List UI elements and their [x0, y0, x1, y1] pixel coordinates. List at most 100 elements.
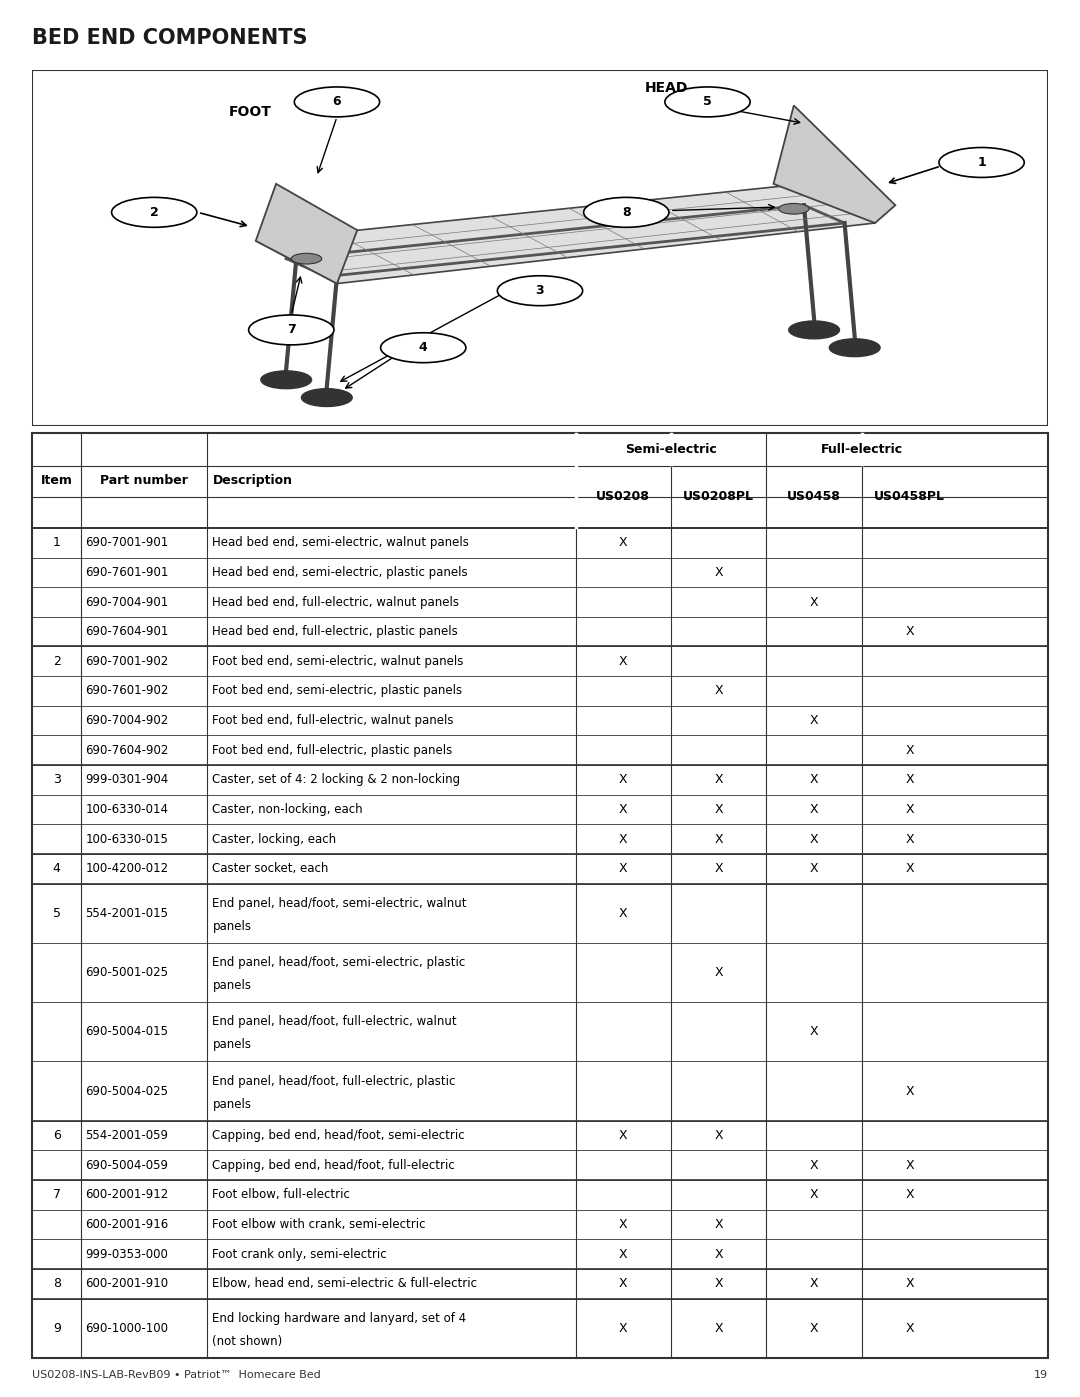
Text: 100-6330-014: 100-6330-014	[85, 803, 168, 816]
Text: Foot elbow with crank, semi-electric: Foot elbow with crank, semi-electric	[213, 1218, 426, 1231]
Circle shape	[295, 87, 379, 117]
Text: Semi-electric: Semi-electric	[625, 443, 717, 455]
Text: Caster socket, each: Caster socket, each	[213, 862, 328, 876]
Text: X: X	[714, 803, 723, 816]
Text: X: X	[905, 833, 914, 845]
Text: End panel, head/foot, full-electric, plastic: End panel, head/foot, full-electric, pla…	[213, 1074, 456, 1087]
Text: X: X	[905, 626, 914, 638]
Circle shape	[779, 204, 809, 214]
Text: 600-2001-912: 600-2001-912	[85, 1189, 168, 1201]
Text: 8: 8	[622, 205, 631, 219]
Text: 600-2001-910: 600-2001-910	[85, 1277, 168, 1291]
Text: 6: 6	[333, 95, 341, 109]
Circle shape	[261, 370, 311, 388]
Text: X: X	[714, 1277, 723, 1291]
Text: X: X	[619, 1218, 627, 1231]
Text: X: X	[619, 536, 627, 549]
Text: 690-7001-902: 690-7001-902	[85, 655, 168, 668]
Text: US0208PL: US0208PL	[684, 490, 754, 503]
Text: panels: panels	[213, 919, 252, 933]
Text: X: X	[714, 1218, 723, 1231]
Text: 4: 4	[53, 862, 60, 876]
Text: 690-5004-059: 690-5004-059	[85, 1158, 168, 1172]
Text: Caster, set of 4: 2 locking & 2 non-locking: Caster, set of 4: 2 locking & 2 non-lock…	[213, 774, 460, 787]
Text: 690-7604-901: 690-7604-901	[85, 626, 168, 638]
Text: 690-5004-025: 690-5004-025	[85, 1084, 168, 1098]
Text: X: X	[619, 655, 627, 668]
Text: X: X	[810, 862, 819, 876]
Text: X: X	[905, 803, 914, 816]
Circle shape	[665, 87, 751, 117]
Circle shape	[111, 197, 197, 228]
Text: 1: 1	[53, 536, 60, 549]
Circle shape	[292, 253, 322, 264]
Text: 690-5004-015: 690-5004-015	[85, 1025, 168, 1038]
Text: US0458PL: US0458PL	[874, 490, 945, 503]
Text: 19: 19	[1034, 1370, 1048, 1380]
Text: X: X	[619, 1322, 627, 1334]
Circle shape	[788, 321, 839, 339]
Text: X: X	[714, 1248, 723, 1260]
Text: X: X	[810, 1189, 819, 1201]
Text: Foot bed end, full-electric, walnut panels: Foot bed end, full-electric, walnut pane…	[213, 714, 454, 726]
Text: X: X	[619, 803, 627, 816]
Text: X: X	[619, 1248, 627, 1260]
Text: US0208-INS-LAB-RevB09 • Patriot™  Homecare Bed: US0208-INS-LAB-RevB09 • Patriot™ Homecar…	[32, 1370, 321, 1380]
Text: X: X	[619, 907, 627, 919]
Text: 2: 2	[150, 205, 159, 219]
Text: Caster, non-locking, each: Caster, non-locking, each	[213, 803, 363, 816]
Text: Foot crank only, semi-electric: Foot crank only, semi-electric	[213, 1248, 387, 1260]
Text: Head bed end, full-electric, walnut panels: Head bed end, full-electric, walnut pane…	[213, 595, 459, 609]
Text: 690-7601-902: 690-7601-902	[85, 685, 168, 697]
Text: X: X	[810, 803, 819, 816]
Text: 690-7601-901: 690-7601-901	[85, 566, 168, 578]
Text: X: X	[905, 1158, 914, 1172]
Text: 7: 7	[53, 1189, 60, 1201]
Text: X: X	[810, 774, 819, 787]
Text: Foot elbow, full-electric: Foot elbow, full-electric	[213, 1189, 350, 1201]
Text: X: X	[810, 1277, 819, 1291]
Text: X: X	[905, 1189, 914, 1201]
Text: 8: 8	[53, 1277, 60, 1291]
Bar	[32, 433, 1048, 1358]
Text: 5: 5	[703, 95, 712, 109]
Text: Capping, bed end, head/foot, full-electric: Capping, bed end, head/foot, full-electr…	[213, 1158, 455, 1172]
Text: Item: Item	[41, 474, 72, 488]
Text: X: X	[714, 1129, 723, 1143]
Text: Description: Description	[213, 474, 293, 488]
Text: Capping, bed end, head/foot, semi-electric: Capping, bed end, head/foot, semi-electr…	[213, 1129, 465, 1143]
Polygon shape	[256, 184, 357, 284]
Text: X: X	[810, 1158, 819, 1172]
Text: 690-7001-901: 690-7001-901	[85, 536, 168, 549]
Text: Head bed end, full-electric, plastic panels: Head bed end, full-electric, plastic pan…	[213, 626, 458, 638]
Text: X: X	[619, 862, 627, 876]
Text: FOOT: FOOT	[229, 106, 272, 120]
Text: X: X	[714, 566, 723, 578]
Text: 100-4200-012: 100-4200-012	[85, 862, 168, 876]
Text: panels: panels	[213, 1038, 252, 1052]
Text: X: X	[619, 774, 627, 787]
Text: X: X	[619, 833, 627, 845]
Text: Elbow, head end, semi-electric & full-electric: Elbow, head end, semi-electric & full-el…	[213, 1277, 477, 1291]
Text: X: X	[905, 1322, 914, 1334]
Text: X: X	[714, 685, 723, 697]
Text: 600-2001-916: 600-2001-916	[85, 1218, 168, 1231]
Circle shape	[301, 388, 352, 407]
Text: X: X	[619, 1129, 627, 1143]
Text: 690-7604-902: 690-7604-902	[85, 743, 168, 757]
Circle shape	[248, 314, 334, 345]
Text: X: X	[714, 862, 723, 876]
Text: 999-0353-000: 999-0353-000	[85, 1248, 168, 1260]
Text: US0208: US0208	[596, 490, 650, 503]
Text: X: X	[714, 1322, 723, 1334]
Text: X: X	[810, 1322, 819, 1334]
Text: X: X	[714, 833, 723, 845]
Text: panels: panels	[213, 1098, 252, 1111]
Text: End panel, head/foot, full-electric, walnut: End panel, head/foot, full-electric, wal…	[213, 1016, 457, 1028]
Text: X: X	[905, 1084, 914, 1098]
Circle shape	[498, 275, 582, 306]
Polygon shape	[773, 106, 895, 224]
Text: 690-7004-901: 690-7004-901	[85, 595, 168, 609]
Text: 7: 7	[287, 323, 296, 337]
Text: End panel, head/foot, semi-electric, plastic: End panel, head/foot, semi-electric, pla…	[213, 956, 465, 970]
